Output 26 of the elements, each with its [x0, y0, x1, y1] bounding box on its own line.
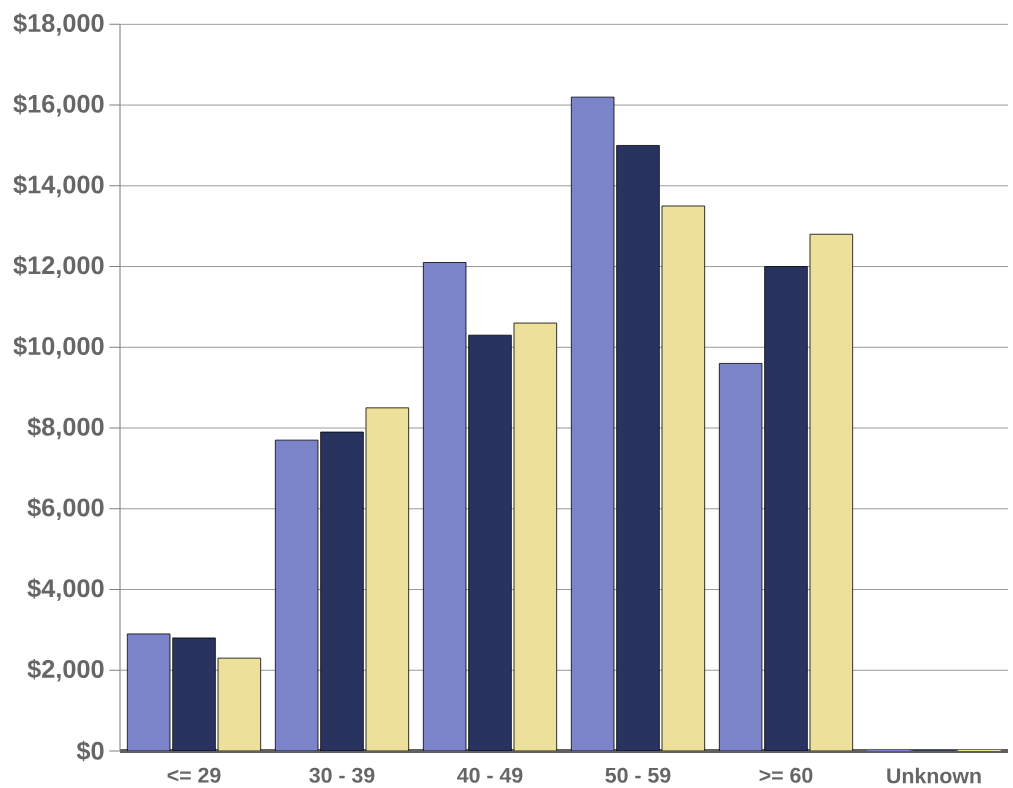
bar [570, 96, 615, 751]
bar [126, 633, 171, 751]
bar [616, 145, 660, 751]
y-tick-label: $18,000 [13, 12, 104, 36]
bar [320, 431, 364, 751]
y-tick-label: $0 [76, 740, 104, 762]
x-tick-label: <= 29 [167, 767, 221, 783]
y-tick-label: $8,000 [27, 416, 104, 440]
bar [718, 363, 763, 751]
y-tick-label: $10,000 [13, 335, 104, 359]
x-tick-label: Unknown [887, 767, 981, 784]
bar [468, 334, 512, 751]
bar [764, 266, 808, 751]
y-tick-label: $16,000 [13, 93, 104, 117]
x-tick-label: 30 - 39 [309, 767, 375, 783]
bar [422, 262, 467, 751]
y-tick-label: $12,000 [13, 255, 104, 278]
bar [274, 439, 319, 751]
y-tick-label: $4,000 [27, 578, 104, 601]
bar [172, 637, 216, 751]
x-tick-label: >= 60 [759, 767, 813, 783]
y-tick-label: $6,000 [27, 497, 104, 521]
y-tick-label: $14,000 [13, 174, 104, 198]
y-tick-label: $2,000 [27, 658, 104, 682]
x-tick-label: 50 - 59 [605, 767, 671, 783]
x-tick-label: 40 - 49 [457, 767, 523, 783]
